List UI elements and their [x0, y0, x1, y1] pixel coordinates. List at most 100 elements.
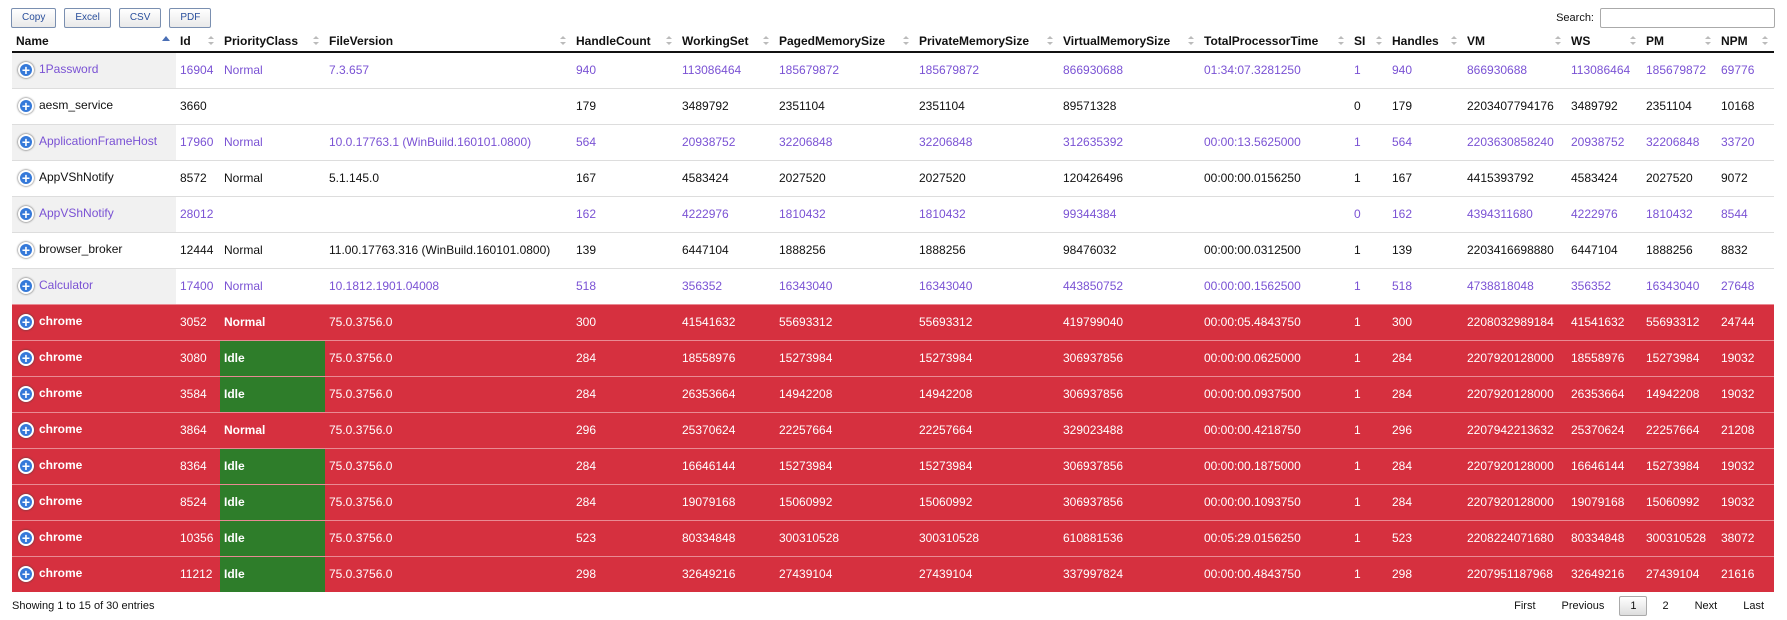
- table-cell: Idle: [220, 447, 325, 484]
- cell-text: Normal: [224, 423, 266, 437]
- table-cell: 284: [1388, 447, 1463, 484]
- cell-text: 19079168: [682, 495, 736, 509]
- cell-text: 4738818048: [1467, 279, 1534, 293]
- page-link[interactable]: 2: [1662, 600, 1669, 612]
- table-cell: 25370624: [1567, 411, 1642, 448]
- cell-text: 8544: [1721, 207, 1748, 221]
- table-cell: 185679872: [1642, 51, 1717, 88]
- cell-text: 19032: [1721, 351, 1755, 365]
- column-header[interactable]: VirtualMemorySize: [1059, 30, 1200, 53]
- table-row: + aesm_service 3660 179 3489792 2351104 235110…: [12, 87, 1774, 124]
- export-button[interactable]: Excel: [64, 8, 111, 28]
- table-cell: Idle: [220, 519, 325, 556]
- column-header[interactable]: PrivateMemorySize: [915, 30, 1059, 53]
- page-link[interactable]: Next: [1694, 600, 1718, 612]
- table-cell: 139: [1388, 231, 1463, 268]
- column-header[interactable]: Name: [12, 30, 176, 53]
- cell-text: 2207951187968: [1467, 567, 1553, 582]
- expand-button[interactable]: +: [18, 458, 34, 474]
- cell-text: 22257664: [919, 423, 973, 437]
- table-cell: 89571328: [1059, 87, 1200, 124]
- export-button[interactable]: PDF: [169, 8, 212, 28]
- cell-text: 139: [1392, 243, 1413, 257]
- table-cell: 1888256: [1642, 231, 1717, 268]
- cell-text: 298: [1392, 567, 1413, 582]
- export-button[interactable]: Copy: [11, 8, 57, 28]
- table-cell: 162: [572, 195, 678, 232]
- expand-button[interactable]: +: [18, 62, 34, 79]
- expand-button[interactable]: +: [18, 350, 34, 366]
- expand-button[interactable]: +: [18, 98, 34, 114]
- table-cell: 337997824: [1059, 555, 1200, 592]
- table-cell: 940: [1388, 51, 1463, 88]
- table-cell: 80334848: [678, 519, 775, 556]
- table-cell: 7.3.657: [325, 51, 572, 88]
- cell-text: 284: [1392, 495, 1413, 509]
- cell-text: chrome: [39, 386, 83, 401]
- column-header[interactable]: Id: [176, 30, 220, 53]
- cell-text: 75.0.3756.0: [329, 423, 393, 437]
- expand-button[interactable]: +: [18, 242, 34, 258]
- column-header[interactable]: WS: [1567, 30, 1642, 53]
- column-header[interactable]: FileVersion: [325, 30, 572, 53]
- column-header[interactable]: WorkingSet: [678, 30, 775, 53]
- expand-button[interactable]: +: [18, 134, 34, 150]
- export-button[interactable]: CSV: [118, 8, 162, 28]
- expand-button[interactable]: +: [18, 386, 34, 402]
- column-header[interactable]: HandleCount: [572, 30, 678, 53]
- table-cell: 113086464: [1567, 51, 1642, 88]
- table-row: + browser_broker 12444 Normal 11.00.17763.31…: [12, 231, 1774, 268]
- cell-text: Normal: [224, 135, 263, 149]
- column-header[interactable]: PM: [1642, 30, 1717, 53]
- expand-button[interactable]: +: [18, 422, 34, 438]
- table-cell: 2203630858240: [1463, 123, 1567, 160]
- cell-text: 80334848: [682, 531, 736, 545]
- page-link[interactable]: 1: [1619, 596, 1648, 616]
- column-header[interactable]: VM: [1463, 30, 1567, 53]
- expand-button[interactable]: +: [18, 530, 34, 546]
- column-header[interactable]: Handles: [1388, 30, 1463, 53]
- table-cell: 28012: [176, 195, 220, 232]
- table-cell: 2207920128000: [1463, 375, 1567, 412]
- table-cell: Normal: [220, 267, 325, 304]
- table-cell: 75.0.3756.0: [325, 375, 572, 412]
- column-header[interactable]: PagedMemorySize: [775, 30, 915, 53]
- cell-text: 15273984: [919, 459, 973, 473]
- cell-text: 00:00:00.0156250: [1204, 171, 1301, 185]
- cell-text: 2027520: [779, 171, 826, 185]
- cell-text: 41541632: [1571, 315, 1625, 329]
- table-row: + ApplicationFrameHost 17960 Normal 10.0.177…: [12, 123, 1774, 160]
- column-header[interactable]: NPM: [1717, 30, 1774, 53]
- table-cell: 284: [572, 375, 678, 412]
- cell-text: 00:00:05.4843750: [1204, 315, 1301, 329]
- table-cell: 2351104: [915, 87, 1059, 124]
- pagination: First Previous 1 2 Next Last: [1503, 596, 1775, 616]
- cell-text: 2203407794176: [1467, 99, 1554, 113]
- table-cell: 21208: [1717, 411, 1774, 448]
- column-header[interactable]: SI: [1350, 30, 1388, 53]
- expand-button[interactable]: +: [18, 278, 34, 294]
- expand-button[interactable]: +: [18, 314, 34, 330]
- table-cell: 312635392: [1059, 123, 1200, 160]
- table-row: + chrome 8524 Idle 75.0.3756.0 284 19079168 150…: [12, 483, 1774, 520]
- table-cell: 10168: [1717, 87, 1774, 124]
- page-link[interactable]: First: [1514, 600, 1536, 612]
- expand-button[interactable]: +: [18, 170, 34, 186]
- table-cell: 16646144: [678, 447, 775, 484]
- table-cell: 2207942213632: [1463, 411, 1567, 448]
- expand-button[interactable]: +: [18, 206, 34, 222]
- expand-button[interactable]: +: [18, 566, 34, 583]
- cell-text: 3489792: [682, 99, 729, 113]
- table-cell: 15273984: [1642, 447, 1717, 484]
- page-link[interactable]: Previous: [1561, 600, 1605, 612]
- search-input[interactable]: [1600, 8, 1775, 28]
- column-header[interactable]: TotalProcessorTime: [1200, 30, 1350, 53]
- expand-button[interactable]: +: [18, 494, 34, 510]
- cell-text: 15273984: [779, 351, 833, 365]
- table-cell: 6447104: [678, 231, 775, 268]
- cell-text: 1: [1354, 531, 1361, 545]
- cell-text: 16343040: [919, 279, 973, 293]
- column-header[interactable]: PriorityClass: [220, 30, 325, 53]
- cell-text: 27439104: [919, 567, 973, 582]
- page-link[interactable]: Last: [1743, 600, 1764, 612]
